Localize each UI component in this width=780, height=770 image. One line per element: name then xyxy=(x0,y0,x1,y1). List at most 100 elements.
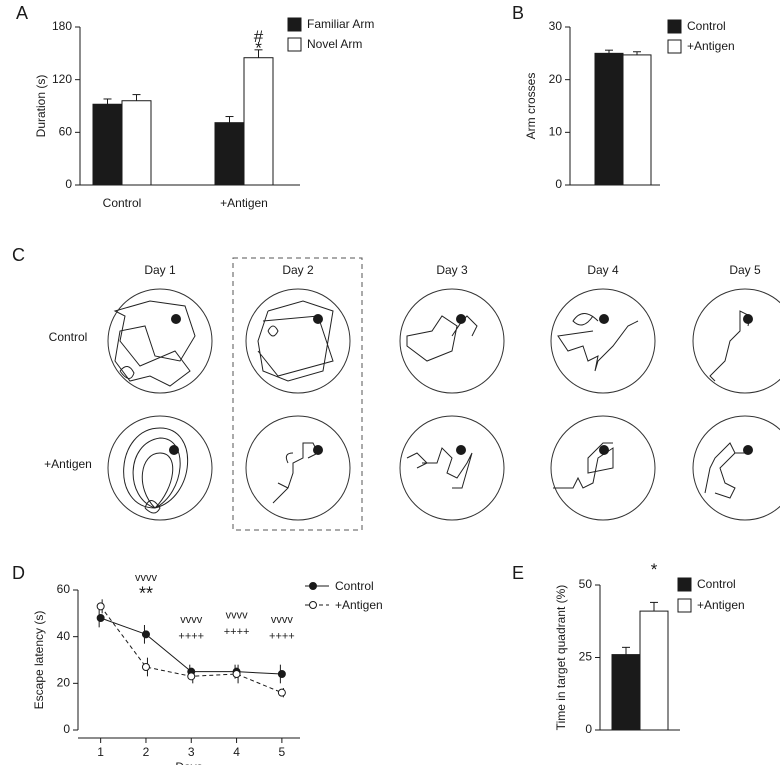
panel-label: E xyxy=(512,563,524,583)
annotation: * xyxy=(255,38,262,57)
annotation: vvvv xyxy=(226,610,249,622)
legend-label: +Antigen xyxy=(697,598,745,612)
x-tick-label: +Antigen xyxy=(220,196,268,210)
column-label: Day 4 xyxy=(587,263,619,277)
legend-swatch xyxy=(677,577,692,592)
platform xyxy=(743,445,753,455)
point xyxy=(96,614,105,622)
y-tick-label: 0 xyxy=(65,177,72,191)
annotation: * xyxy=(651,560,658,579)
platform xyxy=(313,445,323,455)
legend-label: +Antigen xyxy=(335,598,383,612)
pool xyxy=(107,415,213,521)
y-axis-label: Duration (s) xyxy=(34,75,48,138)
bar xyxy=(611,654,641,731)
column-label: Day 5 xyxy=(729,263,761,277)
x-tick-label: Control xyxy=(103,196,142,210)
y-tick-label: 30 xyxy=(549,19,563,33)
platform xyxy=(743,314,753,324)
y-axis-label: Arm crosses xyxy=(524,73,538,140)
y-tick-label: 0 xyxy=(585,722,592,736)
x-tick-label: 2 xyxy=(143,745,150,759)
panel-label: D xyxy=(12,563,25,583)
legend-marker xyxy=(309,582,317,590)
swim-path xyxy=(406,447,473,489)
pool xyxy=(107,288,213,394)
y-axis-label: Time in target quadrant (%) xyxy=(554,585,568,731)
column-label: Day 2 xyxy=(282,263,314,277)
legend-label: Novel Arm xyxy=(307,37,362,51)
y-tick-label: 20 xyxy=(57,676,71,690)
legend-label: Control xyxy=(335,579,374,593)
y-axis-label: Escape latency (s) xyxy=(32,611,46,710)
swim-path xyxy=(123,427,189,514)
highlight-box xyxy=(232,257,363,531)
x-tick-label: 5 xyxy=(279,745,286,759)
panel-label: B xyxy=(512,3,524,23)
point xyxy=(277,670,286,678)
annotation: ++++ xyxy=(224,626,250,638)
y-tick-label: 60 xyxy=(59,125,73,139)
bar xyxy=(594,52,624,186)
panel-label: A xyxy=(16,3,28,23)
y-tick-label: 0 xyxy=(63,722,70,736)
legend-swatch xyxy=(287,37,302,52)
legend-marker xyxy=(309,601,317,609)
platform xyxy=(456,314,466,324)
annotation: vvvv xyxy=(180,614,203,626)
x-tick-label: 3 xyxy=(188,745,195,759)
point xyxy=(96,602,105,611)
legend-label: Control xyxy=(687,19,726,33)
pool xyxy=(245,288,351,394)
annotation: ** xyxy=(139,583,153,603)
y-tick-label: 60 xyxy=(57,582,71,596)
pool xyxy=(692,415,780,521)
y-tick-label: 20 xyxy=(549,72,563,86)
point xyxy=(187,672,196,681)
bar xyxy=(639,610,669,731)
platform xyxy=(599,314,609,324)
legend-swatch xyxy=(287,17,302,32)
legend-swatch xyxy=(677,598,692,613)
legend-label: Control xyxy=(697,577,736,591)
series-line xyxy=(100,617,282,675)
legend-swatch xyxy=(667,39,682,54)
swim-path xyxy=(113,300,196,387)
swim-path xyxy=(406,315,478,362)
y-tick-label: 120 xyxy=(52,72,72,86)
swim-path xyxy=(257,300,334,382)
x-axis-label: Days xyxy=(175,760,202,765)
bar xyxy=(243,57,274,186)
legend-label: Familiar Arm xyxy=(307,17,374,31)
annotation: vvvv xyxy=(135,572,158,584)
y-tick-label: 10 xyxy=(549,125,563,139)
y-tick-label: 50 xyxy=(579,577,593,591)
bar xyxy=(214,122,245,186)
pool xyxy=(550,415,656,521)
platform xyxy=(313,314,323,324)
panel-label: C xyxy=(12,245,25,265)
pool xyxy=(399,288,505,394)
annotation: ++++ xyxy=(178,631,204,643)
row-label: +Antigen xyxy=(44,457,92,471)
point xyxy=(277,688,286,697)
x-tick-label: 1 xyxy=(97,745,104,759)
legend-swatch xyxy=(667,19,682,34)
bar xyxy=(121,100,152,186)
bar xyxy=(92,103,123,186)
swim-path xyxy=(557,313,639,372)
annotation: # xyxy=(254,27,264,46)
column-label: Day 1 xyxy=(144,263,176,277)
platform xyxy=(171,314,181,324)
point xyxy=(232,670,241,678)
pool xyxy=(245,415,351,521)
y-tick-label: 40 xyxy=(57,629,71,643)
x-tick-label: 4 xyxy=(233,745,240,759)
row-label: Control xyxy=(49,330,88,344)
y-tick-label: 0 xyxy=(555,177,562,191)
y-tick-label: 180 xyxy=(52,19,72,33)
platform xyxy=(169,445,179,455)
point xyxy=(141,630,150,639)
y-tick-label: 25 xyxy=(579,650,593,664)
